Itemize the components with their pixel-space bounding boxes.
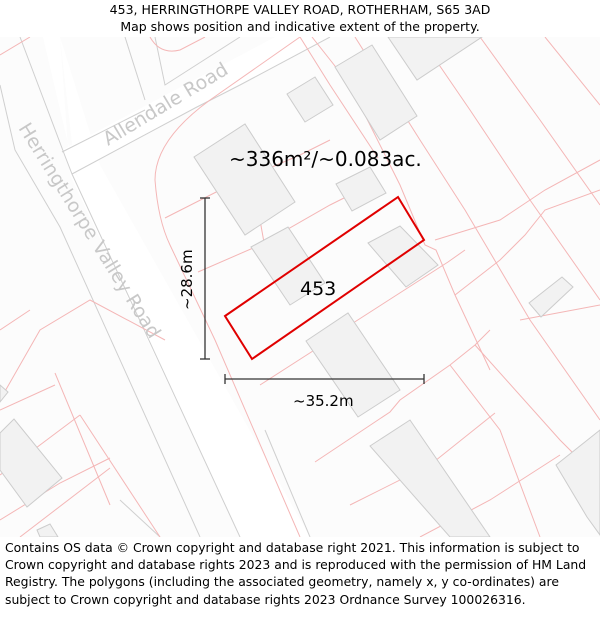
copyright-attribution: Contains OS data © Crown copyright and d… xyxy=(5,540,587,607)
building xyxy=(387,37,483,81)
plot-number-label: 453 xyxy=(300,278,336,300)
building xyxy=(250,226,326,306)
building xyxy=(335,166,387,212)
road-label-allendale: Allendale Road xyxy=(99,58,232,150)
road-surfaces xyxy=(15,37,330,537)
property-address: 453, HERRINGTHORPE VALLEY ROAD, ROTHERHA… xyxy=(109,2,491,17)
width-dimension-line xyxy=(224,374,425,384)
area-label: ~336m²/~0.083ac. xyxy=(229,147,422,171)
building xyxy=(0,418,63,508)
building xyxy=(369,419,491,537)
subject-plot-outline[interactable] xyxy=(223,195,426,361)
building xyxy=(193,123,296,236)
property-map[interactable]: Allendale Road Herringthorpe Valley Road… xyxy=(0,37,600,537)
map-subtitle: Map shows position and indicative extent… xyxy=(120,19,480,34)
building xyxy=(334,44,418,141)
building xyxy=(305,312,401,418)
building xyxy=(528,276,574,318)
road-edges xyxy=(0,37,331,537)
building xyxy=(36,523,59,537)
map-header: 453, HERRINGTHORPE VALLEY ROAD, ROTHERHA… xyxy=(0,0,600,37)
building xyxy=(286,76,334,123)
building xyxy=(555,429,600,536)
building xyxy=(0,384,9,403)
building xyxy=(367,225,439,288)
width-dimension-label: ~35.2m xyxy=(293,392,354,410)
height-dimension-label: ~28.6m xyxy=(178,249,196,310)
buildings xyxy=(0,37,600,537)
height-dimension-line xyxy=(200,197,210,360)
